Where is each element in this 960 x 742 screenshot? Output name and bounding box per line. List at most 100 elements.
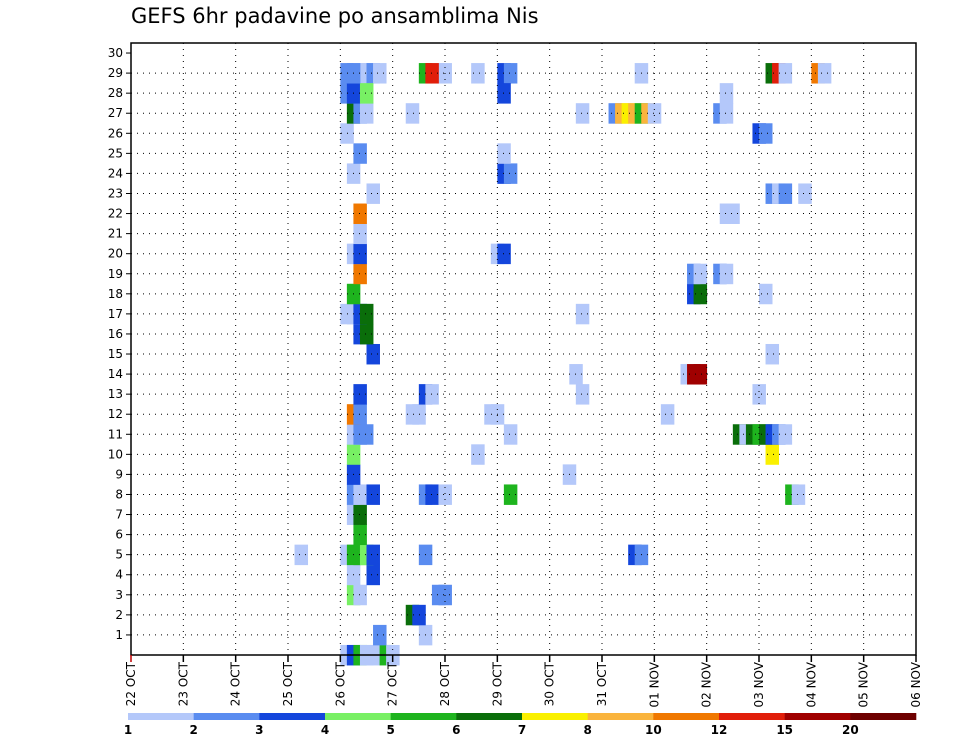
heatmap-cell xyxy=(359,303,374,325)
legend-swatch xyxy=(719,713,785,720)
heatmap-cell xyxy=(359,103,374,124)
y-tick-label: 26 xyxy=(108,126,123,140)
legend-label: 10 xyxy=(645,723,662,737)
y-tick-label: 24 xyxy=(108,166,123,180)
heatmap-cell xyxy=(294,544,309,566)
y-tick-label: 17 xyxy=(108,307,123,321)
grid-layer xyxy=(131,43,916,655)
x-tick-label: 29 OCT xyxy=(490,661,504,706)
x-tick-label: 25 OCT xyxy=(281,661,295,706)
heatmap-cell xyxy=(353,484,367,505)
heatmap-cell xyxy=(647,103,662,124)
heatmap-cell xyxy=(503,424,518,445)
heatmap-cell xyxy=(497,243,511,265)
y-tick-label: 20 xyxy=(108,247,123,261)
legend-swatch xyxy=(850,713,917,720)
heatmap-cell xyxy=(438,484,452,505)
heatmap-cell xyxy=(366,564,380,586)
heatmap-cell xyxy=(693,364,708,385)
heatmap-cell xyxy=(726,203,740,224)
y-tick-label: 22 xyxy=(108,207,123,221)
legend-label: 5 xyxy=(386,723,394,737)
heatmap-cell xyxy=(471,444,485,465)
heatmap-cell xyxy=(471,63,485,84)
heatmap-cell xyxy=(359,424,374,445)
heatmap-cell xyxy=(353,223,367,245)
x-tick-label: 24 OCT xyxy=(229,661,243,706)
y-tick-label: 21 xyxy=(108,227,123,241)
heatmap-cell xyxy=(693,283,708,305)
x-tick-label: 30 OCT xyxy=(543,661,557,706)
legend-swatch xyxy=(390,713,457,720)
x-tick-label: 27 OCT xyxy=(386,661,400,706)
heatmap-cell xyxy=(798,183,812,204)
heatmap-cell xyxy=(405,103,420,124)
y-tick-label: 30 xyxy=(108,46,123,60)
y-tick-label: 11 xyxy=(108,427,123,441)
heatmap-cell xyxy=(353,263,367,285)
y-tick-label: 9 xyxy=(115,467,123,481)
y-tick-label: 2 xyxy=(115,608,123,622)
heatmap-cell xyxy=(353,143,367,164)
heatmap-cell xyxy=(503,63,518,84)
heatmap-cell xyxy=(359,323,374,345)
y-tick-label: 13 xyxy=(108,387,123,401)
axis-layer: 1234567891011121314151617181920212223242… xyxy=(108,42,923,708)
legend-swatch xyxy=(653,713,720,720)
x-tick-label: 31 OCT xyxy=(595,661,609,706)
y-tick-label: 6 xyxy=(115,528,123,542)
legend-label: 7 xyxy=(518,723,526,737)
x-tick-label: 22 OCT xyxy=(124,661,138,706)
heatmap-cell xyxy=(373,624,387,646)
legend-label: 20 xyxy=(842,723,859,737)
heatmap-cell xyxy=(425,63,439,84)
heatmap-cell xyxy=(353,203,367,224)
heatmap-cell xyxy=(353,384,367,405)
y-tick-label: 4 xyxy=(115,568,123,582)
y-tick-label: 10 xyxy=(108,447,123,461)
heatmap-cell xyxy=(759,123,773,144)
heatmap-cell xyxy=(359,83,374,104)
heatmap-cell xyxy=(366,183,380,204)
heatmap-cell xyxy=(373,63,387,84)
legend-label: 12 xyxy=(711,723,728,737)
y-tick-label: 5 xyxy=(115,548,123,562)
y-tick-label: 19 xyxy=(108,267,123,281)
legend-label: 3 xyxy=(255,723,263,737)
y-tick-label: 16 xyxy=(108,327,123,341)
heatmap-cell xyxy=(765,343,780,365)
y-tick-label: 12 xyxy=(108,407,123,421)
legend-label: 6 xyxy=(452,723,460,737)
x-tick-label: 01 NOV xyxy=(647,661,661,707)
legend-label: 4 xyxy=(321,723,329,737)
legend-swatch xyxy=(784,713,851,720)
legend-swatch xyxy=(456,713,523,720)
legend-swatch xyxy=(259,713,326,720)
y-tick-label: 23 xyxy=(108,186,123,200)
heatmap-cell xyxy=(817,63,832,84)
y-tick-label: 14 xyxy=(108,367,123,381)
x-tick-label: 06 NOV xyxy=(909,661,923,707)
heatmap-cell xyxy=(503,163,518,184)
y-tick-label: 1 xyxy=(115,628,123,642)
y-tick-label: 18 xyxy=(108,287,123,301)
cells-layer xyxy=(294,63,832,666)
heatmap-cell xyxy=(693,263,708,285)
y-tick-label: 7 xyxy=(115,508,123,522)
legend-label: 15 xyxy=(776,723,793,737)
heatmap-cell xyxy=(366,343,380,365)
y-tick-label: 25 xyxy=(108,146,123,160)
heatmap-cell xyxy=(497,143,511,164)
x-tick-label: 28 OCT xyxy=(438,661,452,706)
heatmap-cell xyxy=(425,484,439,505)
heatmap-cell xyxy=(765,444,780,465)
heatmap-cell xyxy=(353,504,367,525)
x-tick-label: 23 OCT xyxy=(176,661,190,706)
heatmap-cell xyxy=(497,83,511,104)
y-tick-label: 15 xyxy=(108,347,123,361)
heatmap-cell xyxy=(353,404,367,425)
heatmap-cell xyxy=(759,283,773,305)
plot-frame xyxy=(130,42,917,656)
y-tick-label: 28 xyxy=(108,86,123,100)
heatmap-cell xyxy=(575,103,590,124)
